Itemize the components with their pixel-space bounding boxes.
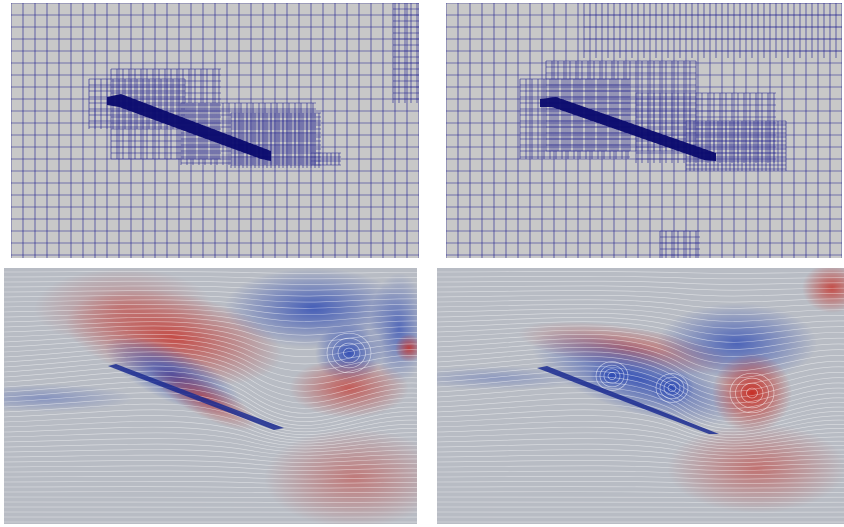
vorticity-blob — [802, 268, 844, 313]
vortex-ring — [735, 377, 769, 409]
vortex-ring — [595, 361, 629, 391]
vortex-ring — [603, 368, 621, 384]
vortex-ring — [343, 347, 355, 359]
vortex-ring — [332, 337, 366, 369]
mesh-panel-left — [11, 3, 419, 258]
plate — [108, 364, 284, 430]
mesh-lines — [446, 3, 842, 258]
flow-left-svg — [4, 268, 417, 524]
vorticity-blob — [34, 268, 214, 348]
vortex-ring — [667, 384, 677, 392]
streamlines — [437, 271, 844, 523]
flow-panel-right — [437, 268, 844, 524]
vortex-ring — [740, 382, 764, 404]
plate-refined-region — [540, 97, 716, 161]
vorticity-blob — [289, 358, 409, 418]
vortex-ring — [746, 387, 758, 399]
mesh-panel-right — [446, 3, 842, 258]
streamlines — [4, 271, 417, 523]
vortex-ring — [607, 372, 617, 380]
vortex-ring — [326, 332, 372, 374]
plate — [537, 366, 719, 434]
mesh-left-svg — [11, 3, 419, 258]
vorticity-blob — [395, 334, 417, 362]
vorticity-blob — [531, 330, 743, 426]
vortex-ring — [655, 373, 689, 403]
vortex-ring — [659, 376, 685, 400]
vortex-ring — [599, 364, 625, 388]
plate-refined-region — [107, 94, 271, 161]
mesh-right-svg — [446, 3, 842, 258]
vortex-ring — [337, 342, 361, 364]
vortex-ring — [729, 372, 775, 414]
vortex-ring — [663, 380, 681, 396]
flow-right-svg — [437, 268, 844, 524]
flow-panel-left — [4, 268, 417, 524]
vorticity-blob — [667, 423, 844, 513]
